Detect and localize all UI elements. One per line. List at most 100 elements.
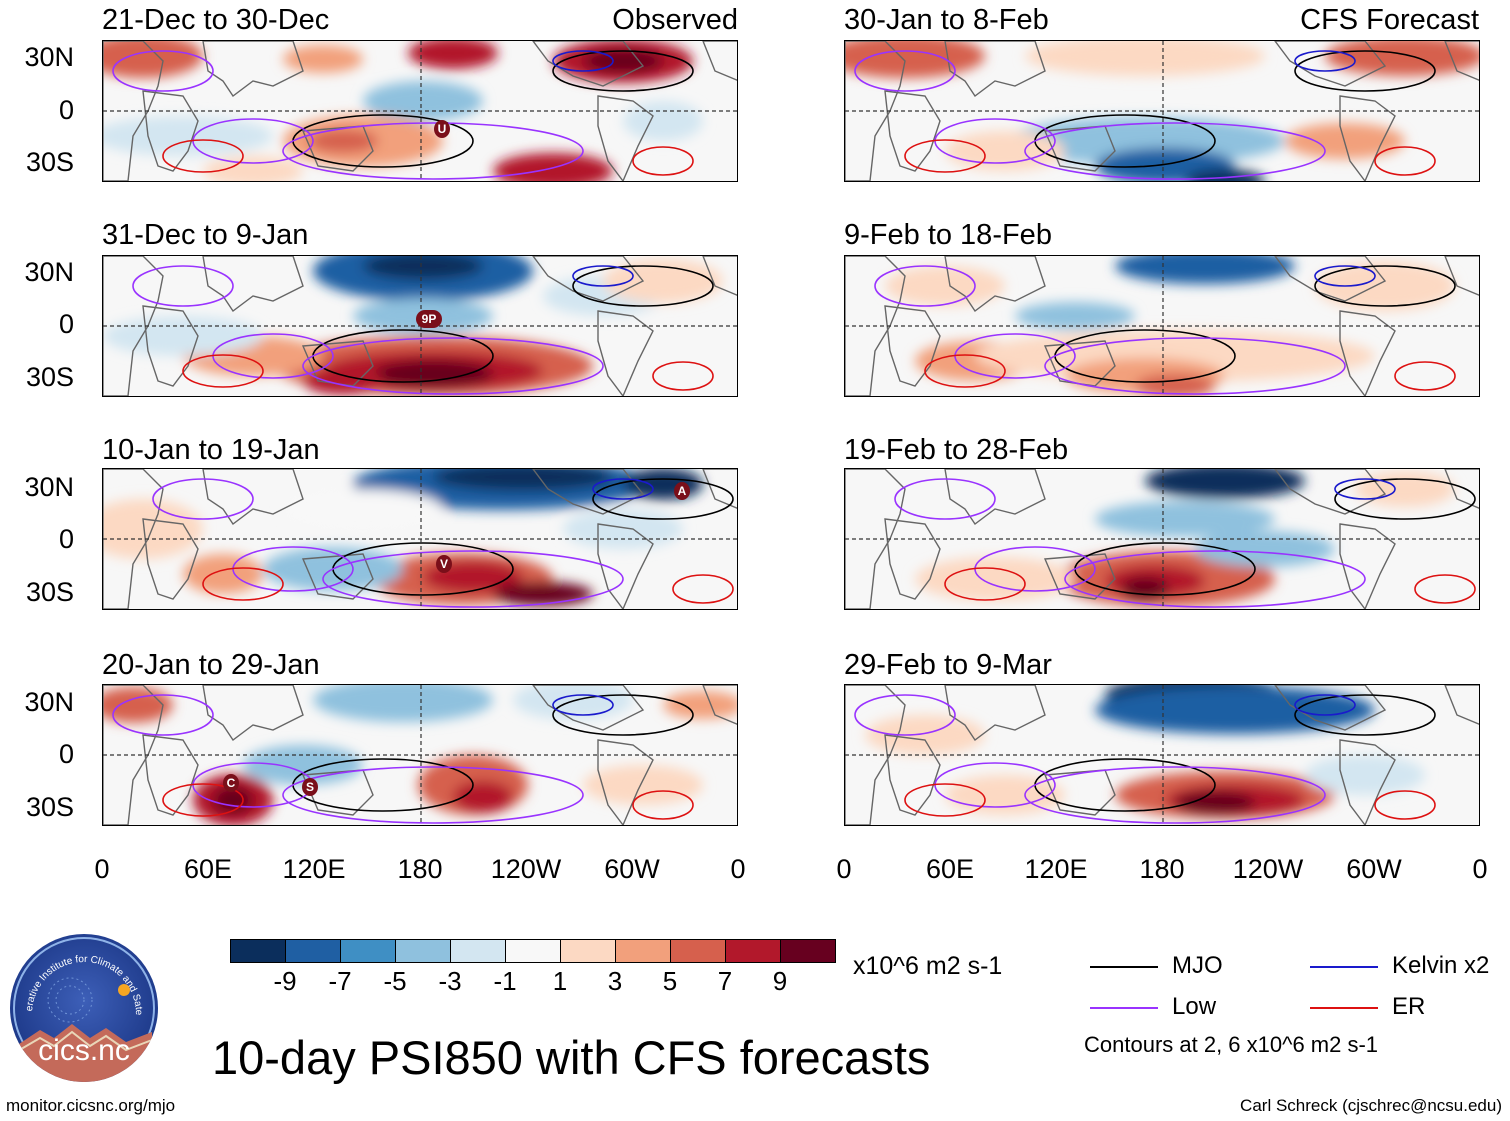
contour-line (854, 694, 956, 736)
anomaly-region (373, 360, 493, 388)
coastline (1274, 41, 1387, 87)
map-panel-fcst-2 (844, 255, 1480, 397)
map-panel-obs-4 (102, 684, 738, 826)
anomaly-region (1095, 686, 1375, 734)
contour-line (904, 783, 986, 817)
contour-line (552, 50, 614, 72)
colorbar-label: -5 (383, 966, 407, 996)
contour-note: Contours at 2, 6 x10^6 m2 s-1 (1084, 1032, 1379, 1057)
anomaly-region (1115, 256, 1295, 284)
coastline (1339, 523, 1396, 609)
lon-label: 0 (1472, 854, 1488, 884)
anomaly-region (623, 101, 703, 141)
storm-marker: C (223, 774, 239, 792)
contour-line (904, 139, 986, 173)
anomaly-region (103, 316, 263, 356)
contour-line (322, 550, 624, 608)
anomaly-region (845, 41, 985, 78)
contour-line (572, 265, 634, 287)
panel-title-4: 20-Jan to 29-Jan (102, 649, 320, 681)
lat-label-30s: 30S (25, 792, 74, 822)
lon-label: 0 (730, 854, 746, 884)
contour-line (1314, 265, 1456, 307)
coastline (142, 305, 199, 387)
anomaly-region (915, 557, 1075, 601)
lat-label-eq: 0 (58, 95, 74, 125)
coastline (1274, 469, 1387, 515)
contour-line (652, 361, 714, 391)
coastline (1274, 685, 1387, 731)
anomaly-region (1305, 755, 1425, 795)
anomaly-region (885, 266, 1005, 306)
colorbar-label: 3 (607, 966, 623, 996)
contour-line (552, 694, 694, 736)
anomaly-region (1095, 501, 1275, 537)
anomaly-region (1195, 531, 1335, 567)
anomaly-region (283, 45, 363, 73)
anomaly-region (308, 129, 378, 153)
psi850-field (103, 41, 737, 181)
lon-label: 120W (490, 854, 562, 884)
colorbar-swatch (560, 939, 616, 963)
anomaly-region (103, 41, 203, 78)
anomaly-region (663, 691, 737, 719)
anomaly-region (1015, 302, 1135, 330)
psi850-field (845, 469, 1479, 609)
storm-marker: S (302, 778, 318, 796)
panel-title-2: 31-Dec to 9-Jan (102, 219, 309, 251)
coastline (1339, 739, 1396, 825)
contour-line (632, 790, 694, 820)
anomaly-region (1121, 577, 1169, 601)
contour-line (1374, 146, 1436, 176)
contour-line (282, 122, 584, 180)
lat-label-eq: 0 (58, 739, 74, 769)
coastline (1444, 469, 1479, 509)
anomaly-region (243, 745, 363, 785)
colorbar-swatch (670, 939, 726, 963)
coastline (597, 739, 654, 825)
contour-line (132, 265, 234, 307)
psi850-field (845, 685, 1479, 825)
coastline (1339, 310, 1396, 396)
coastline (944, 256, 1046, 313)
contour-line (1394, 361, 1456, 391)
coastline (532, 469, 645, 515)
map-panel-fcst-4 (844, 684, 1480, 826)
lat-label-30n: 30N (24, 257, 74, 287)
colorbar-label: -9 (273, 966, 297, 996)
coastline (884, 90, 941, 172)
contour-line (552, 694, 614, 716)
contour-line (1414, 574, 1476, 604)
contour-line (1334, 478, 1476, 520)
anomaly-region (433, 469, 613, 491)
anomaly-region (583, 49, 663, 73)
legend-label-kelvin: Kelvin x2 (1392, 952, 1490, 979)
contour-line (1024, 122, 1326, 180)
anomaly-region (103, 499, 203, 559)
anomaly-region (603, 259, 723, 303)
psi850-field (103, 469, 737, 609)
legend-line-er (1310, 1007, 1378, 1009)
colorbar-label: 9 (772, 966, 788, 996)
lon-label: 180 (1139, 854, 1185, 884)
coastline (202, 469, 304, 526)
lon-label: 120W (1232, 854, 1304, 884)
coastline (702, 256, 737, 296)
contour-line (1294, 694, 1436, 736)
storm-marker: V (436, 555, 452, 573)
contour-line (1294, 694, 1356, 716)
colorbar-swatch (450, 939, 506, 963)
anomaly-region (1025, 41, 1265, 76)
coastline (1274, 256, 1387, 302)
contour-line (1334, 478, 1396, 500)
psi850-field (845, 256, 1479, 396)
anomaly-region (1145, 469, 1305, 499)
panel-title-8: 29-Feb to 9-Mar (844, 649, 1052, 681)
colorbar-swatch (340, 939, 396, 963)
contour-line (1314, 265, 1376, 287)
anomaly-region (1325, 41, 1479, 76)
contour-line (152, 478, 254, 520)
footer-url[interactable]: monitor.cicsnc.org/mjo (6, 1096, 176, 1115)
contour-line (162, 783, 244, 817)
lat-label-eq: 0 (58, 309, 74, 339)
